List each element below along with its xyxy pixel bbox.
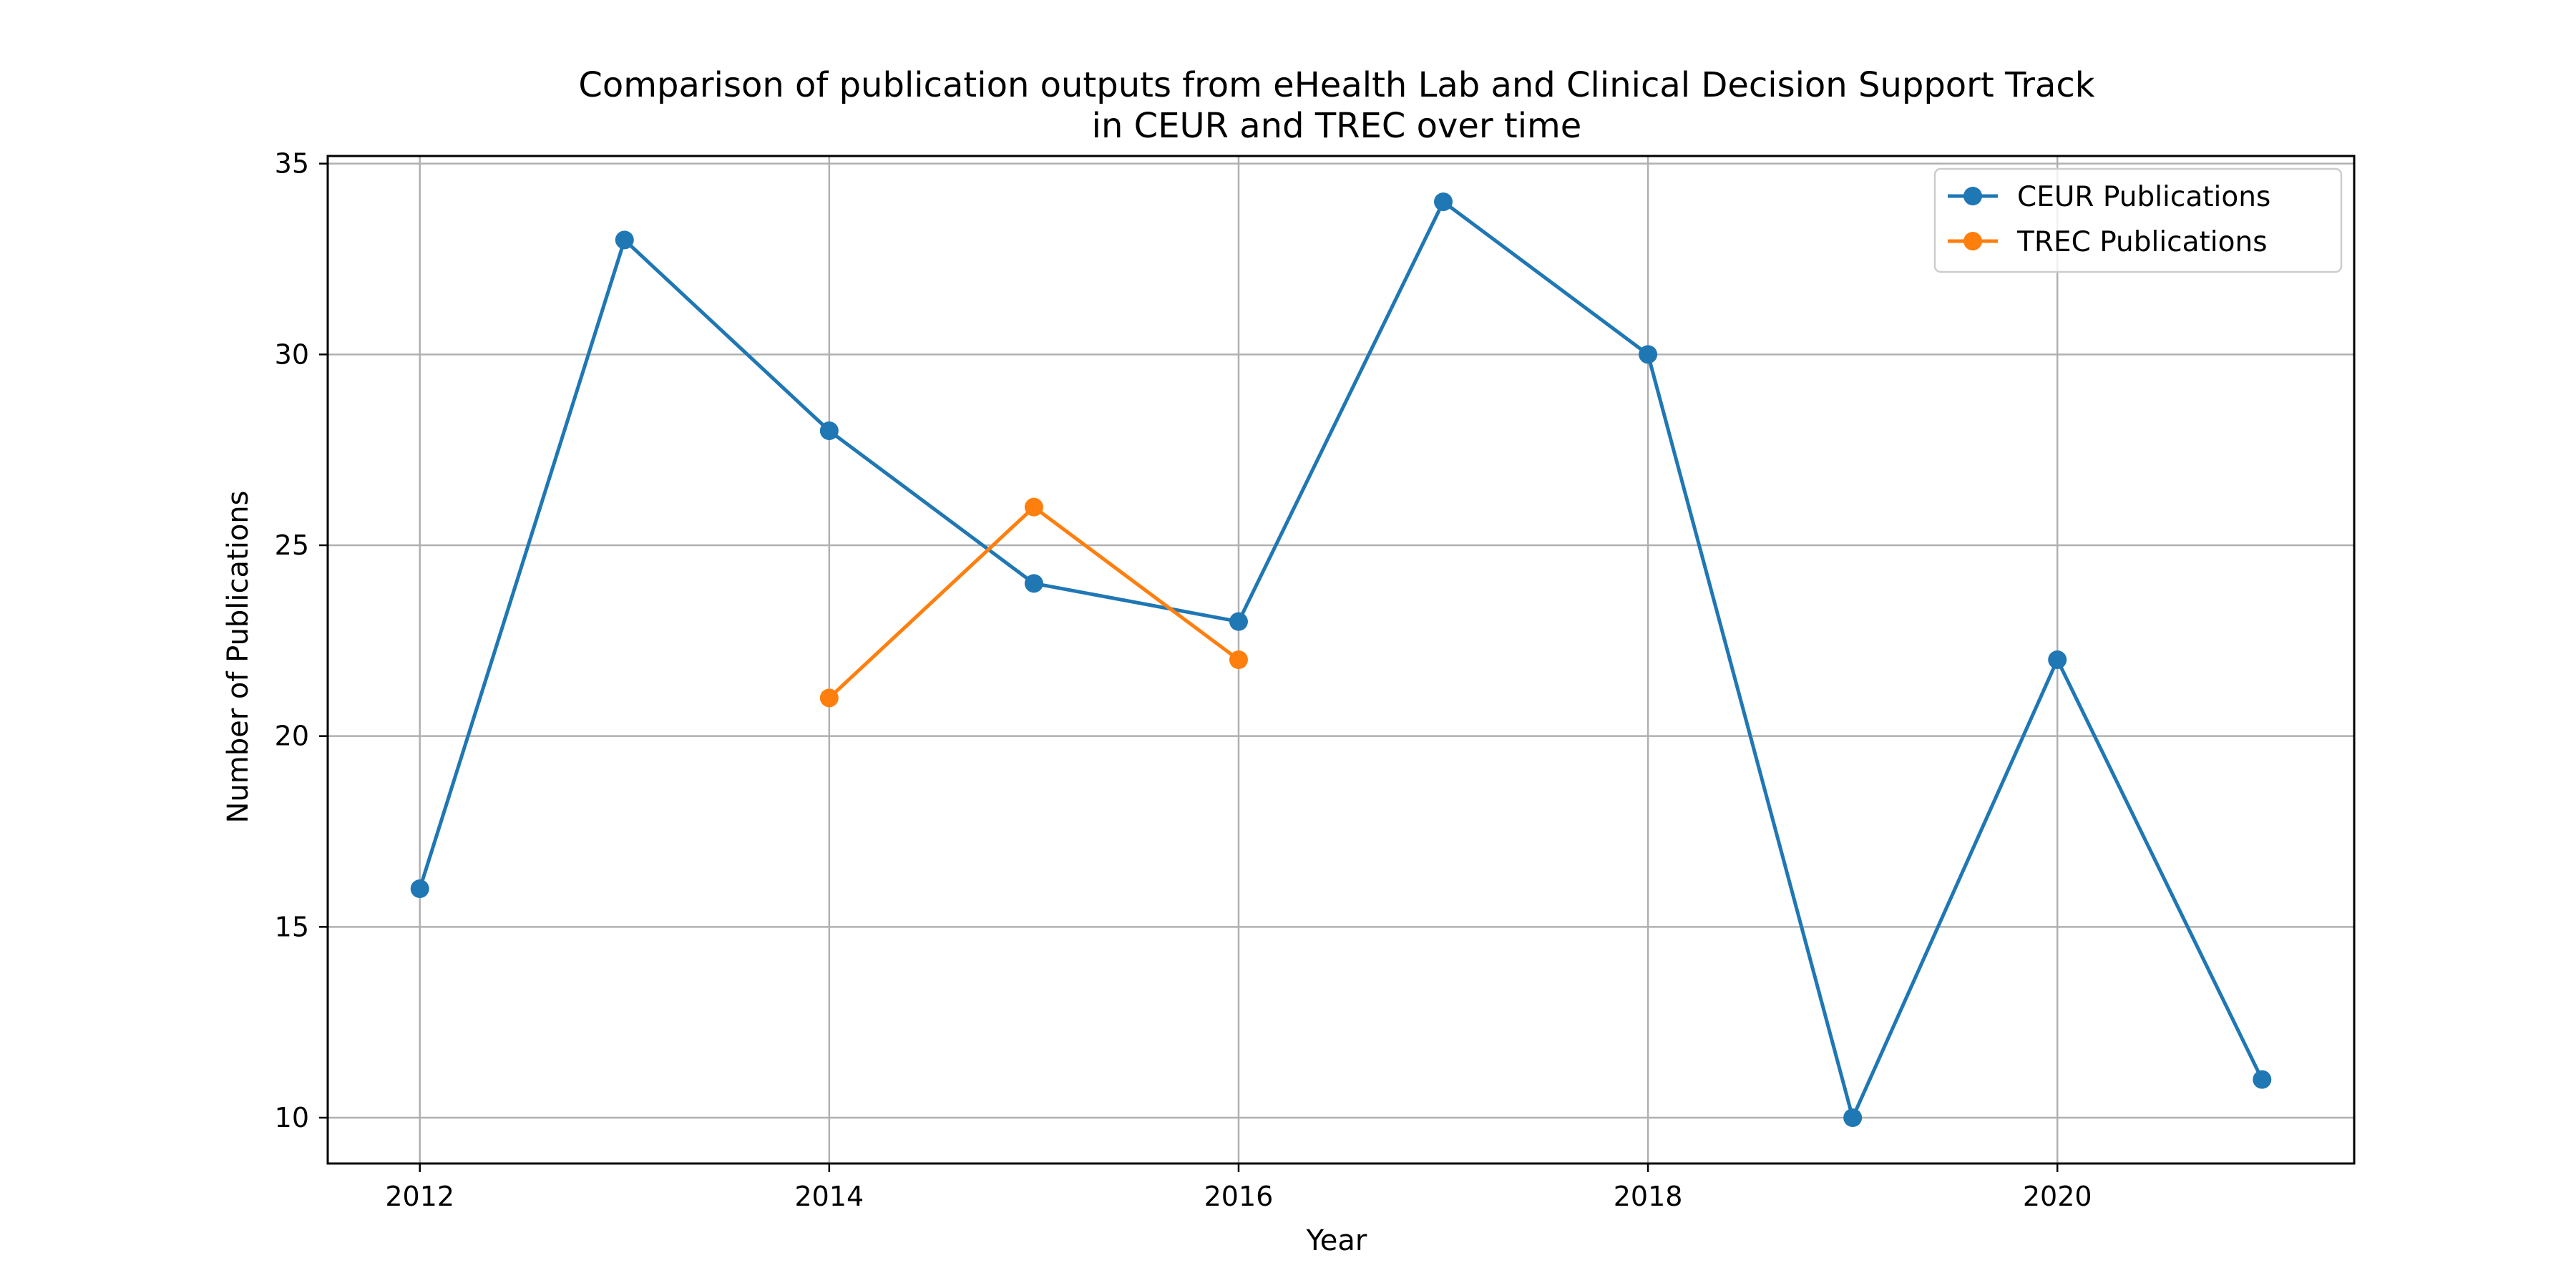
- legend-label: TREC Publications: [2016, 226, 2268, 258]
- y-tick-label: 25: [275, 530, 309, 561]
- y-axis-label: Number of Publications: [222, 490, 255, 823]
- y-tick-label: 20: [275, 721, 309, 752]
- x-axis-label: Year: [1306, 1224, 1367, 1257]
- legend-label: CEUR Publications: [2017, 181, 2270, 213]
- trec-publications-point: [1024, 497, 1043, 517]
- y-tick-label: 35: [275, 148, 309, 180]
- legend-marker: [1963, 187, 1982, 205]
- x-tick-label: 2012: [385, 1181, 454, 1212]
- axis-ticks: 2012 2014 2016 2018 2020 10 15 20 25 30 35: [275, 148, 2092, 1212]
- legend-marker: [1963, 232, 1982, 250]
- series-layer: [410, 192, 2272, 1127]
- trec-publications-point: [819, 688, 839, 708]
- x-tick-label: 2016: [1204, 1181, 1274, 1212]
- ceur-publications-point: [2253, 1070, 2272, 1089]
- x-tick-label: 2014: [794, 1181, 864, 1212]
- y-tick-label: 15: [275, 911, 309, 942]
- ceur-publications-point: [2048, 650, 2067, 669]
- ceur-publications-point: [615, 230, 634, 250]
- ceur-publications-point: [1843, 1108, 1863, 1127]
- plot-area-frame: [326, 155, 2356, 1165]
- chart-title-line-1: Comparison of publication outputs from e…: [578, 65, 2094, 105]
- ceur-publications-line: [418, 200, 2264, 1120]
- ceur-publications-point: [1434, 192, 1453, 211]
- trec-publications-point: [1229, 650, 1248, 669]
- ceur-publications-point: [819, 421, 839, 440]
- y-tick-label: 10: [275, 1102, 309, 1133]
- chart-title-line-2: in CEUR and TREC over time: [1092, 106, 1582, 146]
- legend-box: [1933, 167, 2343, 273]
- ceur-publications-point: [410, 879, 429, 898]
- x-tick-label: 2018: [1614, 1181, 1683, 1212]
- ceur-publications-point: [1024, 574, 1043, 593]
- legend: CEUR Publications TREC Publications: [1933, 167, 2343, 273]
- ceur-publications-point: [1229, 612, 1248, 631]
- ceur-publications-point: [1639, 345, 1658, 364]
- y-tick-label: 30: [275, 338, 309, 370]
- x-tick-label: 2020: [2023, 1181, 2092, 1212]
